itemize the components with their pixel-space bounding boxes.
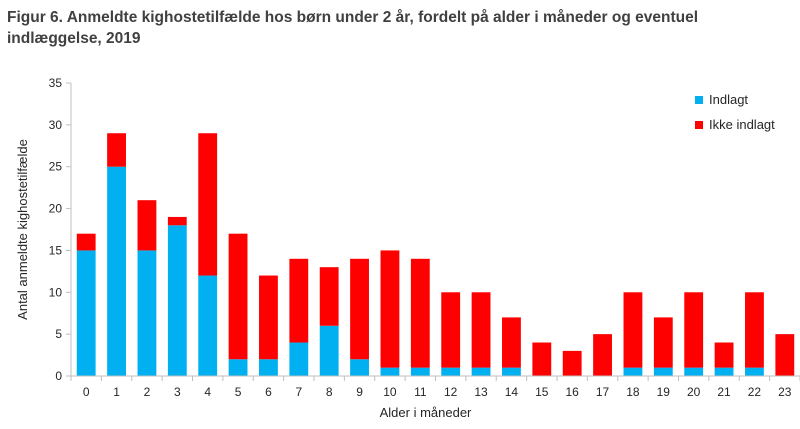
bars-group	[76, 133, 795, 376]
bar-indlagt-9	[350, 359, 369, 376]
y-tick-label-30: 30	[49, 118, 63, 132]
y-tick-label-5: 5	[55, 327, 62, 341]
bar-indlagt-8	[319, 325, 339, 376]
bar-ikke-indlagt-7	[289, 258, 309, 343]
legend-swatch-indlagt	[695, 96, 703, 104]
legend-label-ikke-indlagt: Ikke indlagt	[709, 117, 775, 132]
x-tick-label-6: 6	[265, 385, 272, 399]
bar-ikke-indlagt-14	[502, 317, 521, 368]
bar-indlagt-20	[684, 367, 704, 376]
bar-ikke-indlagt-4	[198, 133, 218, 276]
bar-indlagt-22	[745, 367, 764, 376]
x-axis-label: Alder i måneder	[380, 405, 472, 420]
bar-ikke-indlagt-12	[441, 292, 461, 368]
x-tick-label-22: 22	[748, 385, 762, 399]
legend-swatch-ikke-indlagt	[695, 121, 703, 129]
bar-ikke-indlagt-20	[684, 292, 704, 368]
bar-ikke-indlagt-11	[410, 258, 430, 368]
bar-ikke-indlagt-22	[745, 292, 764, 368]
bar-indlagt-0	[76, 250, 96, 376]
y-axis-label: Antal anmeldte kighostetilfælde	[15, 139, 30, 320]
y-tick-label-20: 20	[49, 202, 63, 216]
bar-ikke-indlagt-3	[167, 216, 187, 226]
bar-ikke-indlagt-9	[350, 258, 369, 360]
y-tick-label-10: 10	[49, 285, 63, 299]
y-tick-label-35: 35	[49, 76, 63, 90]
legend: Indlagt Ikke indlagt	[695, 92, 775, 132]
bar-indlagt-1	[107, 166, 126, 376]
bar-indlagt-7	[289, 342, 309, 376]
legend-label-indlagt: Indlagt	[709, 92, 748, 107]
bar-ikke-indlagt-23	[775, 334, 795, 376]
bar-ikke-indlagt-8	[319, 267, 339, 326]
x-tick-label-20: 20	[687, 385, 701, 399]
x-tick-label-1: 1	[113, 385, 120, 399]
x-tick-label-12: 12	[444, 385, 458, 399]
bar-ikke-indlagt-15	[532, 342, 552, 376]
y-tick-label-0: 0	[55, 369, 62, 383]
x-tick-label-23: 23	[778, 385, 792, 399]
bar-indlagt-11	[410, 367, 430, 376]
chart-title: Figur 6. Anmeldte kighostetilfælde hos b…	[7, 9, 699, 47]
bar-ikke-indlagt-21	[714, 342, 734, 368]
x-tick-label-17: 17	[596, 385, 610, 399]
bar-indlagt-3	[167, 225, 187, 376]
x-tick-label-19: 19	[657, 385, 671, 399]
x-tick-label-13: 13	[474, 385, 488, 399]
bar-indlagt-6	[259, 359, 278, 376]
bar-indlagt-19	[653, 367, 673, 376]
x-tick-label-3: 3	[174, 385, 181, 399]
bar-ikke-indlagt-16	[562, 350, 582, 376]
bar-indlagt-10	[380, 367, 400, 376]
bar-ikke-indlagt-2	[137, 200, 157, 251]
y-tick-label-25: 25	[49, 160, 63, 174]
x-tick-label-16: 16	[566, 385, 580, 399]
x-tick-label-15: 15	[535, 385, 549, 399]
x-tick-label-0: 0	[83, 385, 90, 399]
bar-ikke-indlagt-17	[593, 334, 612, 376]
bar-indlagt-2	[137, 250, 157, 376]
bar-ikke-indlagt-10	[380, 250, 400, 368]
bar-indlagt-13	[471, 367, 491, 376]
bar-indlagt-5	[228, 359, 248, 376]
bar-ikke-indlagt-0	[76, 233, 96, 251]
bar-ikke-indlagt-6	[259, 275, 278, 360]
bar-ikke-indlagt-13	[471, 292, 491, 368]
bar-indlagt-21	[714, 367, 734, 376]
x-tick-label-10: 10	[383, 385, 397, 399]
bar-ikke-indlagt-18	[623, 292, 643, 368]
x-tick-label-14: 14	[505, 385, 519, 399]
bar-indlagt-18	[623, 367, 643, 376]
bar-indlagt-4	[198, 275, 218, 376]
x-tick-label-8: 8	[326, 385, 333, 399]
bar-indlagt-12	[441, 367, 461, 376]
x-tick-label-2: 2	[144, 385, 151, 399]
x-tick-label-4: 4	[204, 385, 211, 399]
x-tick-label-11: 11	[414, 385, 427, 399]
bar-ikke-indlagt-19	[653, 317, 673, 368]
x-tick-label-18: 18	[626, 385, 640, 399]
y-tick-label-15: 15	[49, 243, 63, 257]
x-tick-label-21: 21	[717, 385, 731, 399]
bar-ikke-indlagt-5	[228, 233, 248, 360]
bar-ikke-indlagt-1	[107, 133, 126, 167]
bar-indlagt-14	[502, 367, 521, 376]
x-tick-label-5: 5	[235, 385, 242, 399]
x-tick-label-9: 9	[356, 385, 363, 399]
x-tick-label-7: 7	[295, 385, 302, 399]
